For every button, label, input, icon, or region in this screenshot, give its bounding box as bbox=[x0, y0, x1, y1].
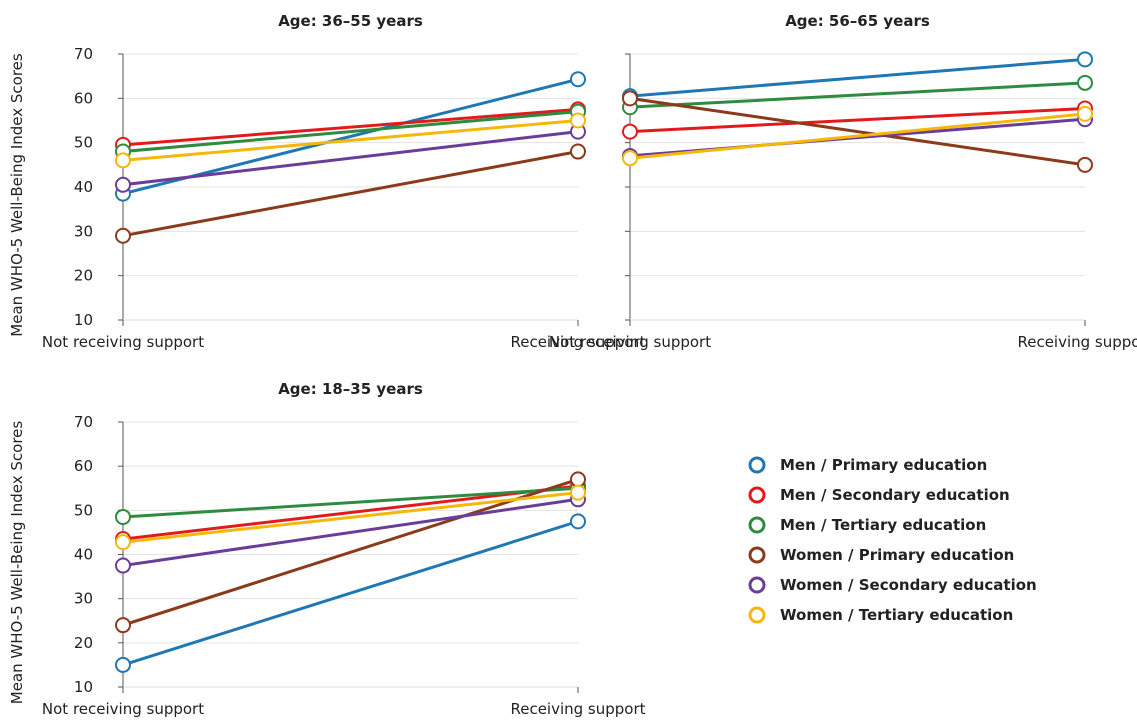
y-tick-label: 50 bbox=[74, 134, 93, 152]
series-line bbox=[629, 112, 1086, 160]
series-line bbox=[122, 150, 579, 238]
series-line bbox=[629, 57, 1086, 98]
legend-label: Men / Primary education bbox=[780, 456, 987, 474]
x-tick-label: Receiving support bbox=[510, 700, 645, 718]
data-point bbox=[570, 484, 586, 501]
data-point bbox=[115, 227, 131, 244]
y-tick-label: 60 bbox=[74, 457, 93, 475]
y-tick-label: 70 bbox=[74, 413, 93, 431]
data-point bbox=[115, 508, 131, 525]
series-line bbox=[122, 119, 579, 162]
y-tick-label: 20 bbox=[74, 634, 93, 652]
data-point bbox=[115, 534, 131, 551]
panel-title: Age: 36–55 years bbox=[278, 12, 423, 30]
x-tick-label: Not receiving support bbox=[42, 333, 204, 351]
y-axis-label: Mean WHO-5 Well-Being Index Scores bbox=[8, 53, 26, 337]
series-line bbox=[122, 110, 579, 154]
data-point bbox=[570, 471, 586, 488]
series-line bbox=[122, 484, 579, 541]
legend-marker bbox=[748, 456, 766, 474]
x-tick-label: Receiving support bbox=[1017, 333, 1137, 351]
y-tick-label: 30 bbox=[74, 590, 93, 608]
panel-title: Age: 18–35 years bbox=[278, 380, 423, 398]
y-tick-label: 40 bbox=[74, 546, 93, 564]
data-point bbox=[1077, 105, 1093, 122]
x-tick-label: Not receiving support bbox=[42, 700, 204, 718]
series-line bbox=[122, 486, 579, 519]
data-point bbox=[570, 513, 586, 530]
x-tick-label: Not receiving support bbox=[549, 333, 711, 351]
series-line bbox=[122, 477, 579, 627]
data-point bbox=[622, 123, 638, 140]
y-axis-label: Mean WHO-5 Well-Being Index Scores bbox=[8, 421, 26, 705]
y-tick-label: 10 bbox=[74, 311, 93, 329]
legend-marker bbox=[748, 546, 766, 564]
y-tick-label: 20 bbox=[74, 267, 93, 285]
legend-marker bbox=[748, 486, 766, 504]
x-tick-label: Receiving support bbox=[510, 333, 645, 351]
data-point bbox=[1077, 51, 1093, 68]
series-line bbox=[122, 519, 579, 667]
data-point bbox=[115, 617, 131, 634]
y-tick-label: 40 bbox=[74, 178, 93, 196]
series-line bbox=[629, 81, 1086, 109]
data-point bbox=[570, 112, 586, 129]
data-point bbox=[115, 152, 131, 169]
data-point bbox=[115, 557, 131, 574]
panel-title: Age: 56–65 years bbox=[785, 12, 930, 30]
legend-label: Women / Primary education bbox=[780, 546, 1014, 564]
legend-marker bbox=[748, 576, 766, 594]
legend-label: Men / Tertiary education bbox=[780, 516, 986, 534]
data-point bbox=[622, 150, 638, 167]
series-line bbox=[122, 491, 579, 544]
series-line bbox=[122, 107, 579, 147]
data-point bbox=[570, 71, 586, 88]
data-point bbox=[570, 143, 586, 160]
data-point bbox=[1077, 156, 1093, 173]
data-point bbox=[1077, 74, 1093, 91]
y-tick-label: 60 bbox=[74, 89, 93, 107]
data-point bbox=[115, 656, 131, 673]
series-line bbox=[629, 96, 1086, 167]
series-line bbox=[629, 107, 1086, 134]
y-tick-label: 10 bbox=[74, 678, 93, 696]
y-tick-label: 50 bbox=[74, 501, 93, 519]
y-tick-label: 30 bbox=[74, 222, 93, 240]
series-line bbox=[122, 130, 579, 187]
data-point bbox=[622, 90, 638, 107]
data-point bbox=[115, 176, 131, 193]
series-line bbox=[122, 497, 579, 568]
legend-marker bbox=[748, 516, 766, 534]
y-tick-label: 70 bbox=[74, 45, 93, 63]
legend-label: Women / Secondary education bbox=[780, 576, 1037, 594]
legend-label: Women / Tertiary education bbox=[780, 606, 1013, 624]
legend-label: Men / Secondary education bbox=[780, 486, 1010, 504]
legend-marker bbox=[748, 606, 766, 624]
